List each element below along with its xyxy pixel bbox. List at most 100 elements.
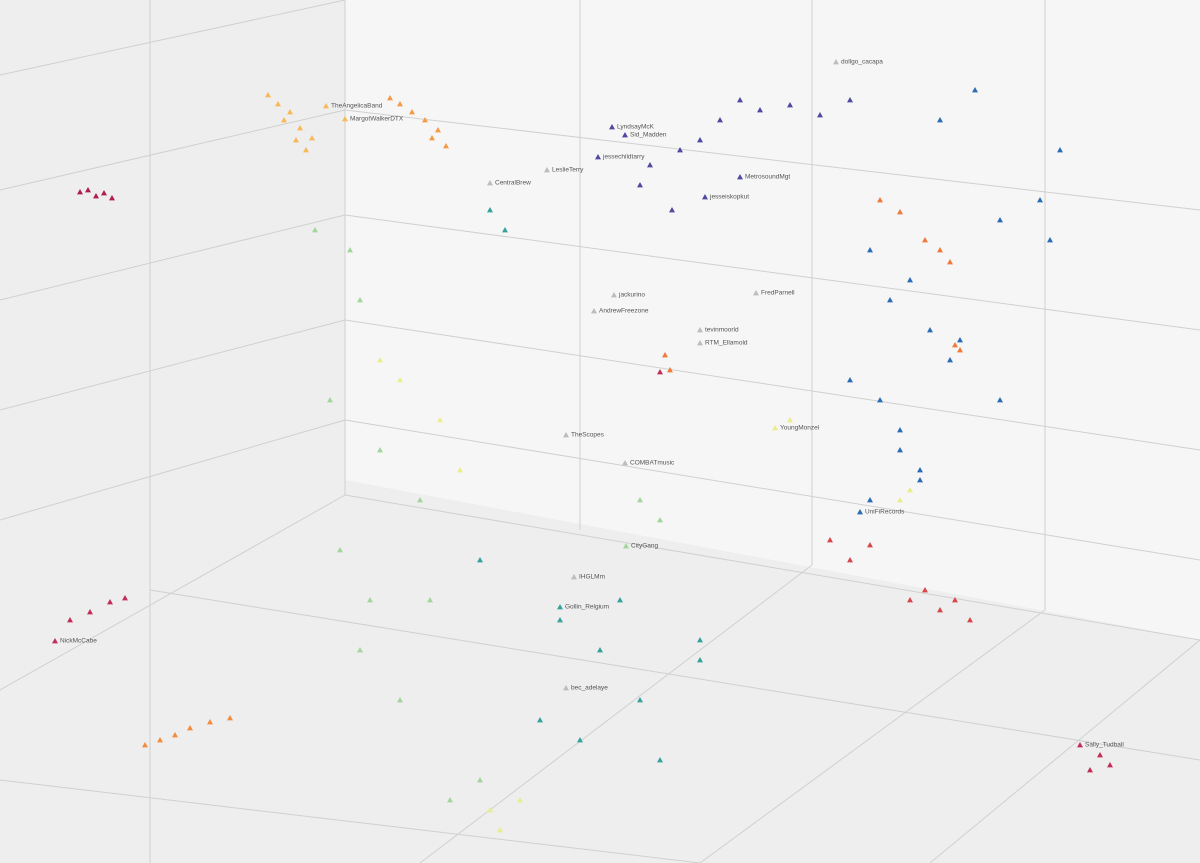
point xyxy=(347,247,353,253)
point-label: jessechildtarry xyxy=(602,154,645,161)
point xyxy=(677,147,683,153)
point xyxy=(922,237,928,243)
point xyxy=(497,827,503,833)
point-label: dollgo_cacapa xyxy=(841,59,883,66)
point xyxy=(52,638,58,644)
point xyxy=(611,292,617,298)
point-label: CityGang xyxy=(631,543,658,550)
point xyxy=(972,87,978,93)
point xyxy=(857,509,863,515)
point xyxy=(297,125,303,131)
point xyxy=(87,609,93,615)
point xyxy=(377,357,383,363)
point xyxy=(609,124,615,130)
point xyxy=(897,427,903,433)
point xyxy=(303,147,309,153)
point xyxy=(907,277,913,283)
point xyxy=(312,227,318,233)
point xyxy=(617,597,623,603)
point xyxy=(287,109,293,115)
point xyxy=(877,397,883,403)
point xyxy=(897,497,903,503)
point xyxy=(697,637,703,643)
point xyxy=(595,154,601,160)
point xyxy=(1087,767,1093,773)
point xyxy=(622,460,628,466)
point xyxy=(435,127,441,133)
point xyxy=(571,574,577,580)
point xyxy=(787,102,793,108)
point xyxy=(887,297,893,303)
point xyxy=(443,143,449,149)
point xyxy=(457,467,463,473)
point xyxy=(142,742,148,748)
point xyxy=(563,432,569,438)
point xyxy=(867,497,873,503)
point-label: MetrosoundMgt xyxy=(745,174,790,181)
point xyxy=(787,417,793,423)
point xyxy=(397,697,403,703)
point-label: bec_adelaye xyxy=(571,685,608,692)
point-label: Gollin_Relgium xyxy=(565,604,609,611)
point xyxy=(817,112,823,118)
point xyxy=(397,101,403,107)
point xyxy=(737,97,743,103)
point xyxy=(77,189,83,195)
point xyxy=(342,116,348,122)
point xyxy=(377,447,383,453)
point xyxy=(657,369,663,375)
point xyxy=(447,797,453,803)
point xyxy=(417,497,423,503)
point xyxy=(357,297,363,303)
point xyxy=(897,209,903,215)
point xyxy=(667,367,673,373)
point xyxy=(537,717,543,723)
point xyxy=(323,103,329,109)
point-label: COMBATmusic xyxy=(630,460,675,467)
point xyxy=(477,777,483,783)
point xyxy=(477,557,483,563)
point xyxy=(487,207,493,213)
point xyxy=(357,647,363,653)
point-label: CentralBrew xyxy=(495,180,531,187)
point xyxy=(367,597,373,603)
point xyxy=(833,59,839,65)
point xyxy=(502,227,508,233)
point xyxy=(867,247,873,253)
point-label: FredParnell xyxy=(761,290,795,297)
point xyxy=(1077,742,1083,748)
point xyxy=(697,340,703,346)
point xyxy=(917,477,923,483)
point xyxy=(917,467,923,473)
point xyxy=(187,725,193,731)
point xyxy=(172,732,178,738)
point xyxy=(947,357,953,363)
point xyxy=(427,597,433,603)
point xyxy=(697,137,703,143)
point xyxy=(265,92,271,98)
point xyxy=(1107,762,1113,768)
point xyxy=(517,797,523,803)
point xyxy=(1037,197,1043,203)
point xyxy=(657,757,663,763)
point xyxy=(957,347,963,353)
point xyxy=(827,537,833,543)
point xyxy=(657,517,663,523)
point xyxy=(281,117,287,123)
point xyxy=(753,290,759,296)
point xyxy=(997,217,1003,223)
point xyxy=(967,617,973,623)
back-wall xyxy=(345,0,1200,640)
point xyxy=(622,132,628,138)
point xyxy=(577,737,583,743)
point xyxy=(293,137,299,143)
point xyxy=(937,117,943,123)
point xyxy=(93,193,99,199)
point xyxy=(697,327,703,333)
point xyxy=(877,197,883,203)
point xyxy=(207,719,213,725)
point xyxy=(1097,752,1103,758)
